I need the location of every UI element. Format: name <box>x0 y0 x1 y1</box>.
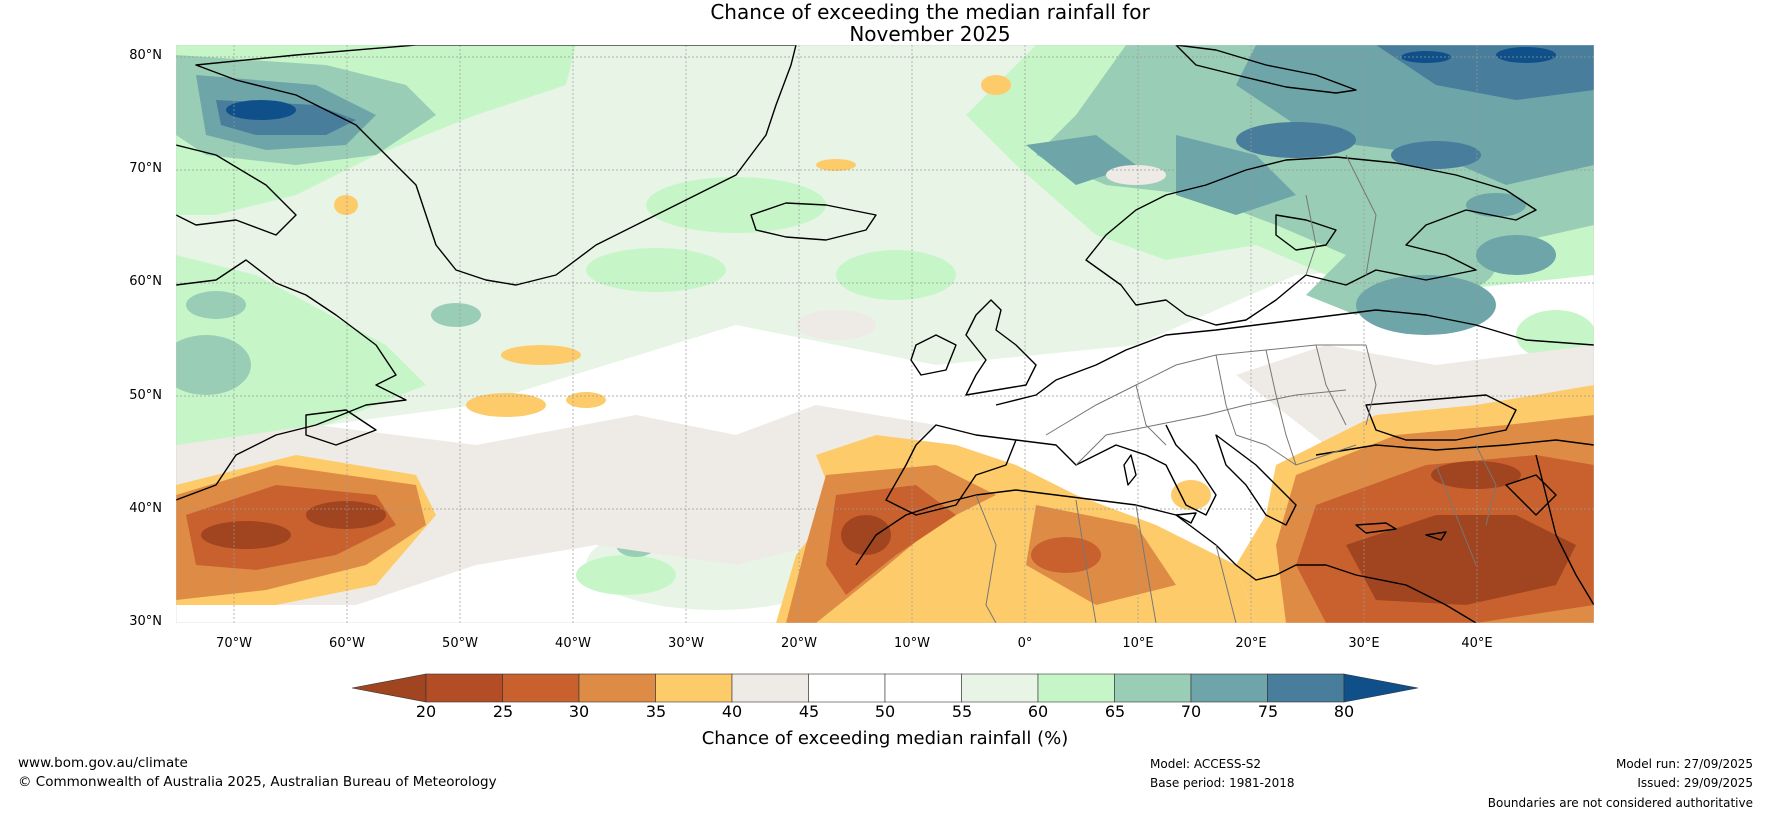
lon-label-20e: 20°E <box>1235 636 1267 651</box>
lat-label-60n: 60°N <box>129 274 162 289</box>
lon-label-20w: 20°W <box>781 636 817 651</box>
colorbar-tick-45: 45 <box>798 702 820 721</box>
map-title-line-2: November 2025 <box>849 22 1011 46</box>
colorbar-tick-50: 50 <box>874 702 896 721</box>
footer-copyright: © Commonwealth of Australia 2025, Austra… <box>18 774 497 790</box>
colorbar-segment <box>1190 673 1268 703</box>
graticule <box>176 45 1594 623</box>
map-title-line-1: Chance of exceeding the median rainfall … <box>710 0 1150 24</box>
footer-website: www.bom.gov.au/climate <box>18 755 188 771</box>
colorbar <box>351 673 1419 703</box>
lat-label-80n: 80°N <box>129 48 162 63</box>
lon-label-30w: 30°W <box>668 636 704 651</box>
colorbar-tick-25: 25 <box>492 702 514 721</box>
colorbar-segment <box>961 673 1039 703</box>
brown-regions <box>201 461 1576 605</box>
lon-label-70w: 70°W <box>216 636 252 651</box>
footer-issued: Issued: 29/09/2025 <box>1637 776 1753 790</box>
colorbar-segment <box>502 673 580 703</box>
lat-label-70n: 70°N <box>129 161 162 176</box>
lon-label-0: 0° <box>1017 636 1033 651</box>
country-borders <box>975 154 1497 623</box>
footer-model-run: Model run: 27/09/2025 <box>1615 757 1753 771</box>
colorbar-segment <box>578 673 656 703</box>
colorbar-tick-20: 20 <box>415 702 437 721</box>
lat-label-50n: 50°N <box>129 388 162 403</box>
rainfall-probability-map <box>176 45 1594 623</box>
colorbar-tick-70: 70 <box>1180 702 1202 721</box>
colorbar-tick-60: 60 <box>1027 702 1049 721</box>
colorbar-label: Chance of exceeding median rainfall (%) <box>701 728 1069 749</box>
footer-disclaimer: Boundaries are not considered authoritat… <box>1487 796 1753 810</box>
colorbar-segment <box>425 673 503 703</box>
lat-label-40n: 40°N <box>129 501 162 516</box>
colorbar-segment <box>884 673 962 703</box>
colorbar-tick-75: 75 <box>1257 702 1279 721</box>
colorbar-segment <box>655 673 733 703</box>
colorbar-segment <box>808 673 886 703</box>
lon-label-10e: 10°E <box>1122 636 1154 651</box>
colorbar-tick-35: 35 <box>645 702 667 721</box>
colorbar-segment <box>1037 673 1115 703</box>
lon-label-50w: 50°W <box>442 636 478 651</box>
lon-label-40e: 40°E <box>1461 636 1493 651</box>
lat-label-30n: 30°N <box>129 614 162 629</box>
colorbar-extend-high <box>1343 673 1419 703</box>
footer-base-period: Base period: 1981-2018 <box>1150 776 1295 790</box>
colorbar-extend-low <box>351 673 427 703</box>
footer-model: Model: ACCESS-S2 <box>1150 757 1262 771</box>
lon-label-10w: 10°W <box>894 636 930 651</box>
colorbar-segment <box>1114 673 1192 703</box>
colorbar-tick-30: 30 <box>568 702 590 721</box>
colorbar-tick-65: 65 <box>1104 702 1126 721</box>
colorbar-segment <box>1267 673 1345 703</box>
colorbar-segment <box>731 673 809 703</box>
colorbar-tick-55: 55 <box>951 702 973 721</box>
colorbar-tick-40: 40 <box>721 702 743 721</box>
colorbar-tick-80: 80 <box>1333 702 1355 721</box>
lon-label-40w: 40°W <box>555 636 591 651</box>
coastlines <box>176 45 1594 623</box>
lon-label-30e: 30°E <box>1348 636 1380 651</box>
lon-label-60w: 60°W <box>329 636 365 651</box>
